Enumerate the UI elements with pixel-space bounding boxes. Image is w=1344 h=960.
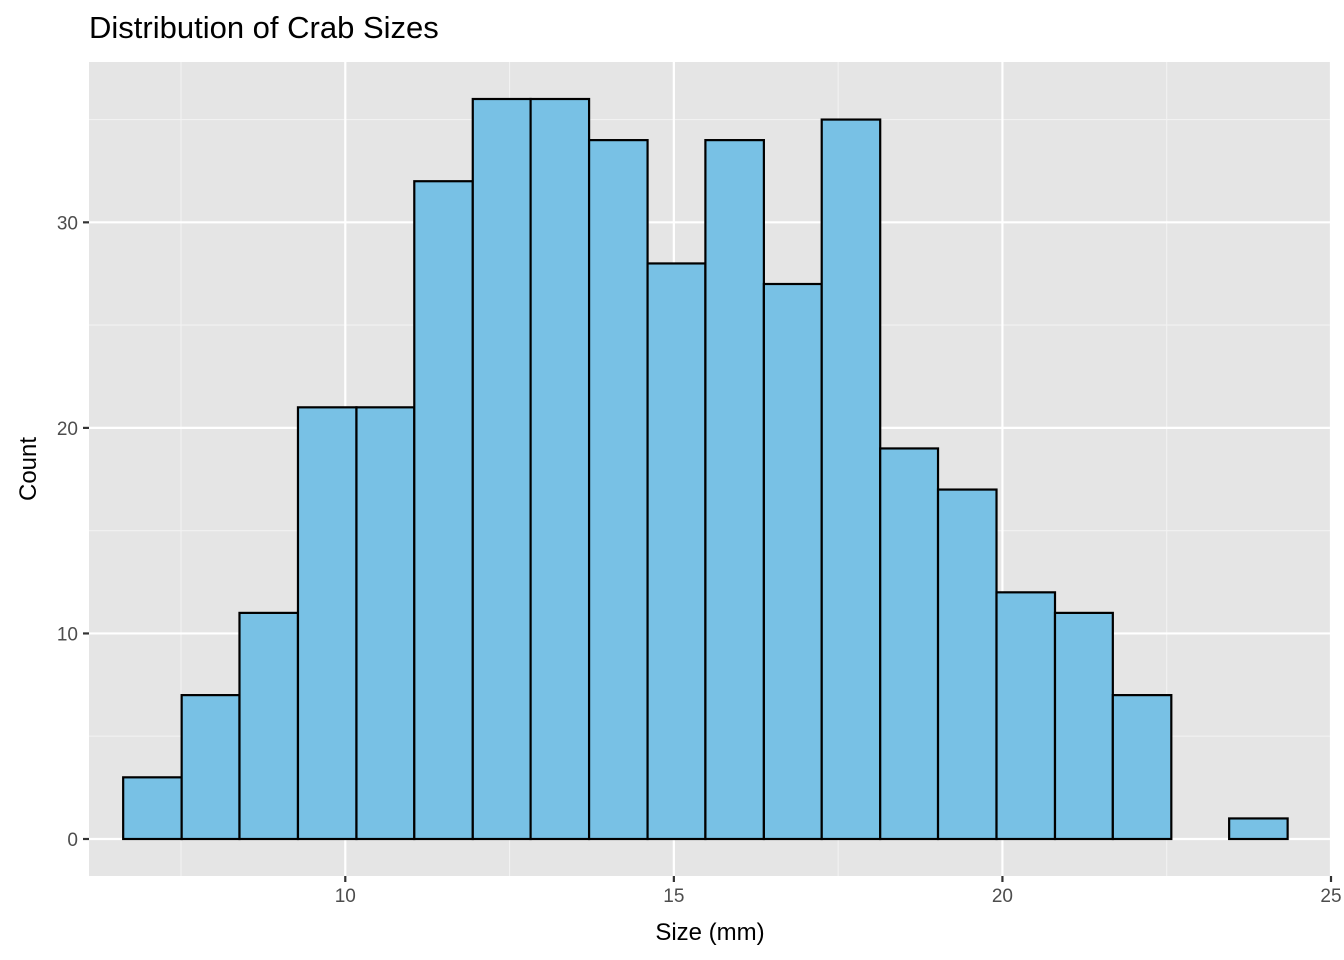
histogram-bar-9: [587, 139, 649, 841]
y-tick-label: 10: [57, 624, 78, 645]
y-tick-label: 20: [57, 419, 78, 440]
x-axis-title: Size (mm): [655, 919, 764, 946]
histogram-bar-4: [296, 406, 358, 841]
histogram-bar-10: [646, 262, 707, 841]
y-tick-label: 30: [57, 213, 78, 234]
x-tick-label: 20: [992, 886, 1013, 907]
chart-title: Distribution of Crab Sizes: [89, 10, 439, 45]
histogram-bar-12: [762, 282, 823, 841]
histogram-bar-11: [704, 139, 765, 841]
histogram-bar-6: [413, 180, 474, 841]
y-tick-label: 0: [67, 830, 78, 851]
histogram-bar-18: [1111, 694, 1173, 841]
x-axis: 10 15 20 25: [335, 876, 1342, 907]
histogram-bar-7: [471, 97, 532, 841]
histogram-bar-14: [879, 447, 940, 841]
x-tick-label: 10: [335, 886, 356, 907]
histogram-bar-17: [1053, 611, 1114, 841]
y-axis: 0 10 20 30: [57, 213, 89, 851]
histogram-bar-1: [122, 776, 183, 841]
histogram-bar-16: [995, 591, 1057, 841]
histogram-bar-15: [936, 488, 998, 841]
histogram-bar-3: [238, 611, 300, 841]
histogram-bars: [122, 97, 1289, 841]
histogram-bar-2: [180, 694, 241, 841]
histogram-bar-20: [1228, 817, 1289, 841]
x-tick-label: 25: [1320, 886, 1341, 907]
histogram-bar-8: [529, 97, 591, 841]
y-axis-title: Count: [15, 437, 42, 501]
histogram-bar-5: [355, 406, 416, 841]
x-tick-label: 15: [663, 886, 684, 907]
histogram-bar-13: [820, 118, 882, 841]
